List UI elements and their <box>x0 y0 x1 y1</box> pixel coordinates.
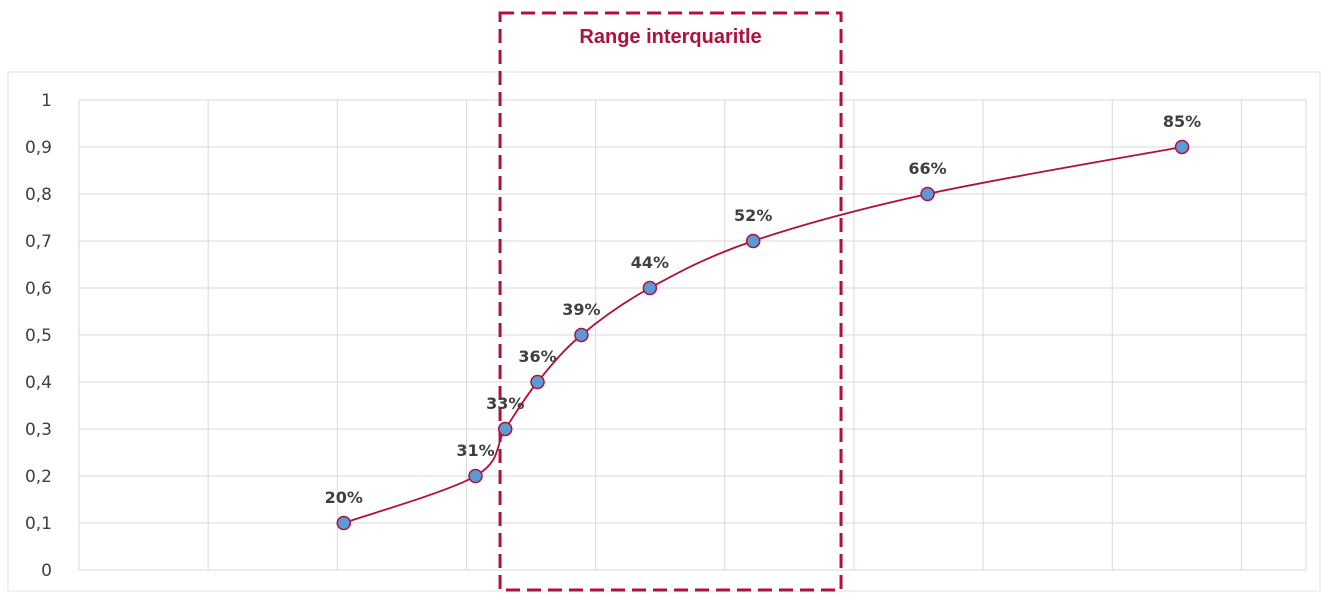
data-point-label: 66% <box>908 159 946 178</box>
data-point-label: 39% <box>562 300 600 319</box>
data-point-label: 44% <box>631 253 669 272</box>
data-point-label: 36% <box>518 347 556 366</box>
y-axis: 0 0,1 0,2 0,3 0,4 0,5 0,6 0,7 0,8 0,9 1 <box>25 91 52 581</box>
iqr-highlight-box <box>498 11 843 592</box>
y-tick-label: 0,6 <box>25 279 52 299</box>
y-tick-label: 1 <box>41 91 52 111</box>
y-tick-label: 0,7 <box>25 232 52 252</box>
data-point-marker <box>468 468 483 484</box>
data-point-marker <box>336 515 352 531</box>
y-tick-label: 0,9 <box>25 138 52 158</box>
data-point-marker <box>530 374 545 390</box>
data-point-marker <box>574 327 589 343</box>
data-point-marker <box>745 233 761 249</box>
y-tick-label: 0,3 <box>25 420 52 440</box>
data-point-marker <box>920 186 935 202</box>
data-point-marker <box>642 280 658 296</box>
chart-frame <box>7 71 1321 592</box>
data-point-label: 33% <box>486 394 524 413</box>
data-point-label: 31% <box>456 441 494 460</box>
y-tick-label: 0 <box>41 561 52 581</box>
y-tick-label: 0,8 <box>25 185 52 205</box>
data-point-marker <box>497 421 513 437</box>
data-labels: 20% 31% 33% 36% 39% 44% 52% 66% 85% <box>325 112 1202 507</box>
data-point-label: 52% <box>734 206 772 225</box>
annotation-layer: Range interquaritle <box>498 11 843 592</box>
data-point-label: 85% <box>1163 112 1201 131</box>
y-tick-label: 0,4 <box>25 373 52 393</box>
y-tick-label: 0,2 <box>25 467 52 487</box>
gridlines <box>78 99 1307 571</box>
iqr-label: Range interquaritle <box>579 26 761 48</box>
data-point-marker <box>1174 139 1190 155</box>
data-point-label: 20% <box>325 488 363 507</box>
y-tick-label: 0,1 <box>25 514 52 534</box>
y-tick-label: 0,5 <box>25 326 52 346</box>
markers-layer <box>336 139 1190 531</box>
